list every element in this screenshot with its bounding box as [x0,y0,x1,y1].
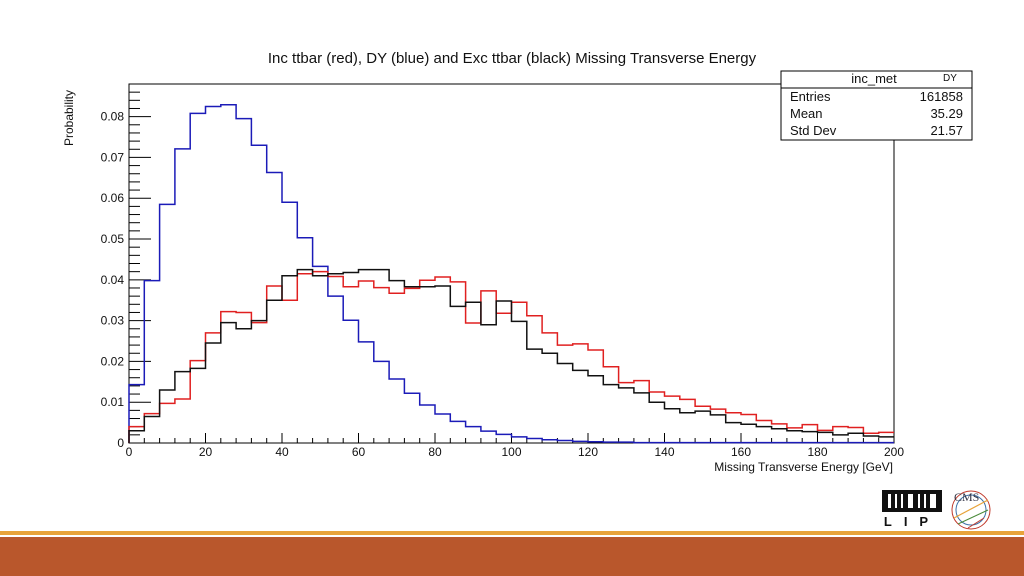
stats-box-title: inc_met [851,71,897,86]
y-tick-label: 0.04 [101,273,125,287]
x-tick-label: 180 [807,445,827,459]
stats-mean-value: 35.29 [930,106,963,121]
stats-stddev-label: Std Dev [790,123,837,138]
x-axis-label: Missing Transverse Energy [GeV] [714,460,893,474]
inc-ttbar-series-line [128,270,894,443]
histogram-chart: Inc ttbar (red), DY (blue) and Exc ttbar… [62,50,973,474]
dy-series-line [128,104,894,444]
footer-bar [0,537,1024,576]
plot-frame [128,83,895,444]
x-tick-label: 120 [578,445,598,459]
x-axis-ticks: 0 20 40 60 80 100 120 140 160 180 200 [126,433,904,459]
y-tick-label: 0 [117,436,124,450]
cms-logo [948,488,994,532]
y-tick-label: 0.06 [101,191,125,205]
stats-box: inc_met DY Entries 161858 Mean 35.29 Std… [780,70,973,141]
y-tick-label: 0.07 [101,150,125,164]
y-tick-label: 0.01 [101,395,125,409]
cms-logo-graphic [951,490,991,530]
stats-box-frame [780,70,973,141]
chart-title: Inc ttbar (red), DY (blue) and Exc ttbar… [268,50,757,67]
x-tick-label: 100 [501,445,521,459]
lip-logo-text: LIP [883,514,941,529]
x-tick-label: 140 [654,445,674,459]
x-tick-label: 20 [199,445,213,459]
y-tick-label: 0.08 [101,110,125,124]
stats-entries-value: 161858 [920,89,963,104]
y-tick-label: 0.02 [101,354,125,368]
x-tick-label: 200 [884,445,904,459]
x-tick-label: 40 [275,445,289,459]
cms-logo-text: CMS [954,490,980,504]
stats-entries-label: Entries [790,89,831,104]
x-tick-label: 60 [352,445,366,459]
y-tick-label: 0.05 [101,232,125,246]
x-tick-label: 80 [428,445,442,459]
footer-accent-line [0,531,1024,535]
stats-stddev-value: 21.57 [930,123,963,138]
exc-ttbar-series-line [128,268,894,443]
y-tick-label: 0.03 [101,314,125,328]
lip-logo: LIP [880,488,944,532]
y-axis-label: Probability [62,90,76,146]
lip-logo-graphic [882,490,942,512]
y-axis-ticks: 0 0.01 0.02 0.03 0.04 0.05 0.06 0.07 0.08 [101,83,151,450]
x-tick-label: 0 [126,445,133,459]
x-tick-label: 160 [731,445,751,459]
logos: LIP CMS [880,488,995,532]
series-layer [128,104,894,444]
stats-box-tag: DY [943,73,957,84]
stats-mean-label: Mean [790,106,823,121]
